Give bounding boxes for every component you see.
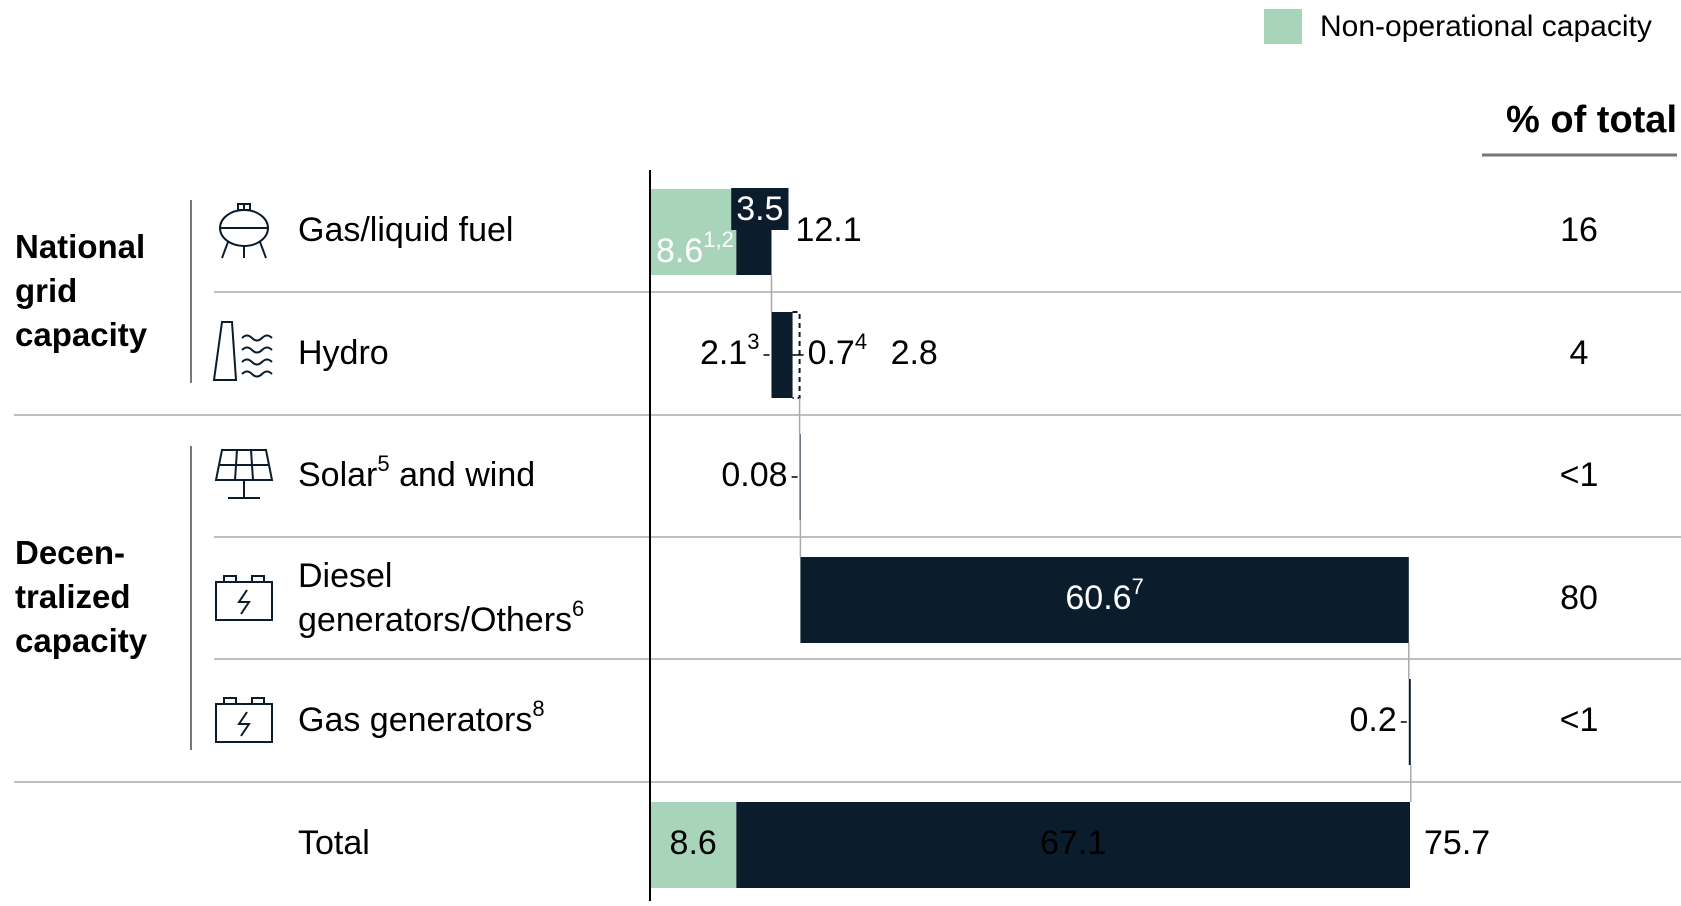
share-value: 80 [1560, 579, 1598, 617]
row-label-part: Hydro [298, 334, 389, 372]
bar [650, 189, 737, 275]
value-note: 3 [747, 329, 759, 354]
value-note: 1,2 [703, 227, 734, 252]
row-total: 75.7 [1424, 824, 1490, 862]
value-label-outside: 0.08 [721, 456, 787, 494]
row-label-part: 8 [532, 696, 544, 721]
row-label-part: 5 [377, 451, 389, 476]
bar [800, 557, 1409, 643]
group-label: grid [15, 272, 77, 309]
value-note: 4 [855, 329, 867, 354]
value-label: 3.5 [736, 190, 783, 228]
bar-dashed [792, 311, 801, 399]
value-label-outside: 2.13 [700, 329, 760, 372]
value-label-outside: 0.2 [1350, 701, 1397, 739]
group-label: capacity [15, 316, 148, 353]
row-label: generators/Others6 [298, 596, 584, 639]
group-label: tralized [15, 578, 131, 615]
value-label: 60.6 [1065, 579, 1131, 617]
bar-label: 8.6 [670, 824, 717, 862]
bar-label: 8.61,2 [656, 227, 734, 270]
row-label-part: and wind [390, 456, 536, 494]
group-label: National [15, 228, 145, 265]
bar [1408, 679, 1411, 765]
row-label-part: generators/Others [298, 601, 572, 639]
value-label: 8.6 [656, 232, 703, 270]
value-note: 7 [1132, 574, 1144, 599]
row-label-part: 6 [572, 596, 584, 621]
row-label: Diesel [298, 557, 392, 595]
row-label-part: Diesel [298, 557, 392, 595]
row-label: Hydro [298, 334, 389, 372]
value-label: 0.08 [721, 456, 787, 494]
bar-label: 3.5 [736, 190, 783, 228]
hydro-icon [212, 321, 273, 381]
row-label: Gas/liquid fuel [298, 211, 513, 249]
legend-label: Non-operational capacity [1320, 10, 1652, 43]
bar [771, 312, 793, 398]
group-label: Decen- [15, 534, 125, 571]
bar [650, 802, 737, 888]
row-label: Total [298, 824, 370, 862]
share-value: <1 [1560, 456, 1599, 494]
row-label-part: Solar [298, 456, 377, 494]
legend-swatch [1264, 9, 1302, 44]
share-value: 4 [1570, 334, 1589, 372]
share-value: 16 [1560, 211, 1598, 249]
bar-label: 67.1 [1040, 824, 1106, 862]
bar [799, 434, 801, 520]
label-box [731, 187, 789, 230]
row-total: 2.8 [891, 334, 938, 372]
generator-icon [215, 575, 273, 621]
solar-icon [214, 449, 274, 499]
row-total: 12.1 [795, 211, 861, 249]
value-label-outside: 0.74 [808, 329, 868, 372]
bar-label: 60.67 [1065, 574, 1143, 617]
value-label: 2.1 [700, 334, 747, 372]
row-label-part: Gas/liquid fuel [298, 211, 513, 249]
group-label: capacity [15, 622, 148, 659]
share-header: % of total [1506, 99, 1677, 141]
generator-icon [215, 697, 273, 743]
value-label: 0.7 [808, 334, 855, 372]
value-label: 0.2 [1350, 701, 1397, 739]
row-label-part: Gas generators [298, 701, 532, 739]
row-label: Solar5 and wind [298, 451, 535, 494]
share-value: <1 [1560, 701, 1599, 739]
bar [736, 802, 1410, 888]
row-label: Gas generators8 [298, 696, 545, 739]
gas-tank-icon [219, 203, 269, 259]
